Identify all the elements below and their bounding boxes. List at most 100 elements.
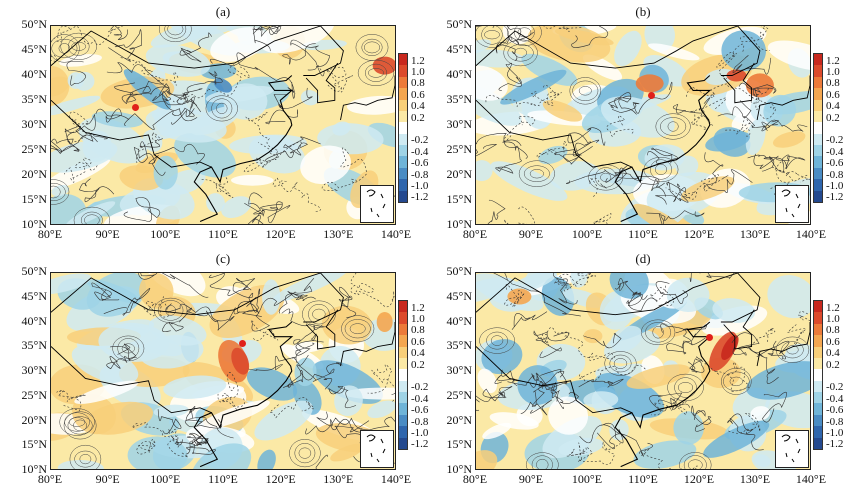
station-marker — [705, 334, 713, 342]
colorbar-label: 0.8 — [411, 324, 425, 337]
longitude-label: 140°E — [380, 227, 412, 241]
colorbar-label: -0.2 — [826, 381, 844, 394]
latitude-label: 50°N — [21, 17, 47, 31]
colorbar-label: -0.4 — [826, 392, 844, 405]
latitude-label: 40°N — [21, 67, 47, 81]
colorbar-swatch — [399, 312, 407, 324]
latitude-label: 20°N — [446, 167, 472, 181]
colorbar-label: -1.2 — [411, 438, 429, 451]
colorbar-swatch — [814, 133, 822, 145]
latitude-label: 40°N — [21, 313, 47, 328]
latitude-label: 30°N — [21, 117, 47, 131]
colorbar-label: -0.8 — [826, 168, 844, 181]
colorbar-label: 0.8 — [411, 77, 425, 90]
colorbar-label: 0.8 — [826, 77, 840, 90]
colorbar-swatch — [814, 145, 822, 157]
latitude-label: 40°N — [446, 67, 472, 81]
colorbar-label: 0.2 — [826, 111, 840, 124]
latitude-label: 15°N — [446, 437, 472, 452]
south-china-sea-inset — [360, 430, 394, 468]
longitude-label: 100°E — [150, 472, 181, 486]
latitude-label: 20°N — [21, 167, 47, 181]
colorbar-swatch — [814, 122, 822, 134]
colorbar-label: 0.4 — [411, 347, 425, 360]
latitude-label: 30°N — [446, 117, 472, 131]
colorbar-swatch — [399, 110, 407, 123]
colorbar-swatch — [814, 190, 822, 202]
colorbar-label: -0.4 — [826, 145, 844, 158]
colorbar-label: 0.6 — [826, 335, 840, 348]
colorbar-swatch — [814, 156, 822, 168]
latitude-label: 45°N — [21, 42, 47, 56]
colorbar — [813, 300, 823, 450]
colorbar-swatch — [814, 301, 822, 313]
longitude-label: 80°E — [462, 227, 488, 241]
latitude-label: 40°N — [446, 313, 472, 328]
colorbar-label: 0.4 — [826, 347, 840, 360]
longitude-label: 80°E — [37, 472, 63, 486]
colorbar-swatch — [399, 76, 407, 89]
station-marker — [239, 340, 247, 348]
latitude-label: 35°N — [446, 92, 472, 106]
colorbar-label: -0.2 — [411, 381, 429, 394]
longitude-label: 90°E — [95, 227, 120, 241]
latitude-label: 15°N — [21, 192, 47, 206]
colorbar — [398, 300, 408, 450]
longitude-label: 110°E — [628, 472, 658, 486]
longitude-label: 90°E — [518, 227, 544, 241]
map-area — [475, 272, 811, 470]
colorbar-label: 0.6 — [411, 335, 425, 348]
longitude-label: 110°E — [208, 472, 238, 486]
colorbar-swatch — [399, 190, 407, 202]
colorbar-swatch — [814, 437, 822, 449]
colorbar-label: -0.6 — [411, 404, 429, 417]
colorbar-swatch — [399, 167, 407, 180]
colorbar-swatch — [814, 403, 822, 415]
colorbar-swatch — [399, 414, 407, 427]
latitude-label: 30°N — [446, 363, 472, 377]
longitude-label: 110°E — [208, 227, 238, 241]
latitude-label: 35°N — [21, 338, 47, 353]
colorbar-label: -1.0 — [826, 179, 844, 192]
colorbar-swatch — [399, 357, 407, 370]
longitude-label: 140°E — [795, 472, 827, 486]
longitude-label: 130°E — [739, 227, 771, 241]
south-china-sea-inset — [360, 185, 394, 223]
colorbar-swatch — [814, 369, 822, 381]
colorbar-label: -0.4 — [411, 392, 429, 405]
latitude-label: 10°N — [446, 462, 472, 476]
colorbar-label: 0.6 — [826, 88, 840, 101]
latitude-label: 10°N — [21, 462, 47, 476]
latitude-label: 20°N — [21, 412, 47, 427]
latitude-label: 35°N — [21, 92, 47, 106]
south-china-sea-inset — [775, 430, 809, 468]
colorbar-label: -0.8 — [826, 415, 844, 428]
longitude-label: 100°E — [571, 227, 603, 241]
colorbar-label: 0.4 — [826, 100, 840, 113]
colorbar-swatch — [814, 426, 822, 438]
colorbar-label: -1.0 — [826, 426, 844, 439]
colorbar-swatch — [399, 122, 407, 134]
longitude-label: 120°E — [683, 227, 715, 241]
longitude-label: 120°E — [265, 472, 296, 486]
map-area — [475, 25, 811, 225]
longitude-label: 130°E — [323, 472, 354, 486]
colorbar-swatch — [814, 414, 822, 427]
colorbar-swatch — [399, 88, 407, 100]
colorbar-label: 0.2 — [411, 358, 425, 371]
colorbar-swatch — [399, 133, 407, 145]
colorbar-label: 0.2 — [826, 358, 840, 371]
map-area — [50, 272, 396, 470]
colorbar-swatch — [399, 437, 407, 449]
colorbar-swatch — [814, 179, 822, 191]
latitude-label: 45°N — [21, 288, 47, 303]
colorbar-swatch — [399, 145, 407, 157]
latitude-label: 50°N — [446, 264, 472, 278]
longitude-label: 120°E — [265, 227, 296, 241]
colorbar-label: -0.2 — [826, 134, 844, 147]
longitude-label: 130°E — [323, 227, 354, 241]
longitude-label: 120°E — [683, 472, 715, 486]
colorbar-swatch — [814, 335, 822, 347]
colorbar-label: -0.6 — [411, 157, 429, 170]
colorbar-swatch — [399, 335, 407, 347]
